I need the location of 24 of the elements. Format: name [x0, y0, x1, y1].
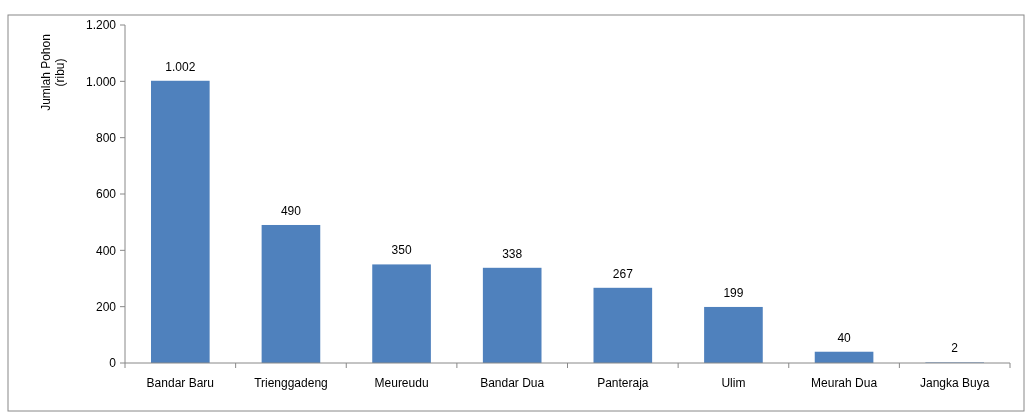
x-tick-label: Trienggadeng [254, 376, 328, 390]
y-tick-label: 600 [95, 187, 117, 202]
x-tick-label: Bandar Baru [146, 376, 215, 390]
x-tick-label: Ulim [721, 376, 746, 390]
data-label: 1.002 [165, 59, 196, 74]
y-tick-label: 1.000 [85, 74, 117, 89]
x-tick-label: Panteraja [597, 376, 649, 390]
y-tick-label: 400 [95, 243, 117, 258]
x-tick-label: Meurah Dua [811, 376, 878, 390]
data-label: 40 [837, 330, 852, 345]
data-label: 490 [280, 203, 302, 218]
data-label: 199 [723, 285, 744, 300]
x-tick-label: Jangka Buya [919, 376, 990, 390]
data-label: 350 [391, 243, 412, 258]
x-tick-label: Meureudu [374, 376, 429, 390]
y-axis-title: Jumlah Pohon (ribu) [39, 34, 67, 111]
y-tick-label: 800 [95, 130, 117, 145]
y-tick-label: 1.200 [85, 18, 117, 33]
y-tick-label: 0 [109, 356, 117, 371]
y-tick-label: 200 [95, 299, 117, 314]
x-tick-label: Bandar Dua [480, 376, 545, 390]
data-label: 338 [502, 246, 523, 261]
data-label: 267 [612, 266, 634, 281]
data-label: 2 [951, 341, 959, 356]
